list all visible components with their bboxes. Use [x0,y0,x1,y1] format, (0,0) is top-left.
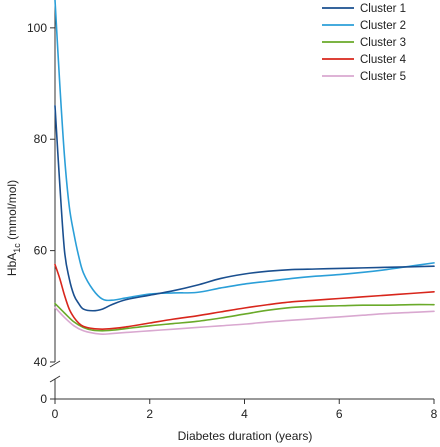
legend-label-cluster-4: Cluster 4 [360,54,407,66]
y-tick-label: 40 [34,355,48,369]
axis-break-mark [49,360,61,368]
legend: Cluster 1 Cluster 2 Cluster 3 Cluster 4 Clus… [322,3,407,83]
y-tick-label: 80 [34,132,48,146]
series-line-cluster-4 [54,263,435,330]
y-tick-label-zero: 0 [40,392,47,406]
series-group [54,0,435,335]
x-tick-label: 6 [336,407,343,421]
legend-label-cluster-5: Cluster 5 [360,71,406,83]
axes: 40 60 80 100 00 2 4 6 8 [27,0,438,421]
legend-label-cluster-3: Cluster 3 [360,37,406,49]
x-tick-label: 2 [146,407,153,421]
x-axis-title: Diabetes duration (years) [178,429,313,443]
x-tick-label: 8 [431,407,438,421]
y-axis-title: HbA1c (mmol/mol) [5,180,22,276]
y-tick-label: 100 [27,21,47,35]
series-line-cluster-1 [54,105,435,312]
series-line-cluster-5 [54,306,435,335]
series-line-cluster-3 [54,302,435,332]
legend-label-cluster-2: Cluster 2 [360,20,406,32]
x-tick-label: 4 [241,407,248,421]
x-tick-label: 0 [52,407,59,421]
y-tick-label: 60 [34,244,48,258]
legend-label-cluster-1: Cluster 1 [360,3,406,15]
